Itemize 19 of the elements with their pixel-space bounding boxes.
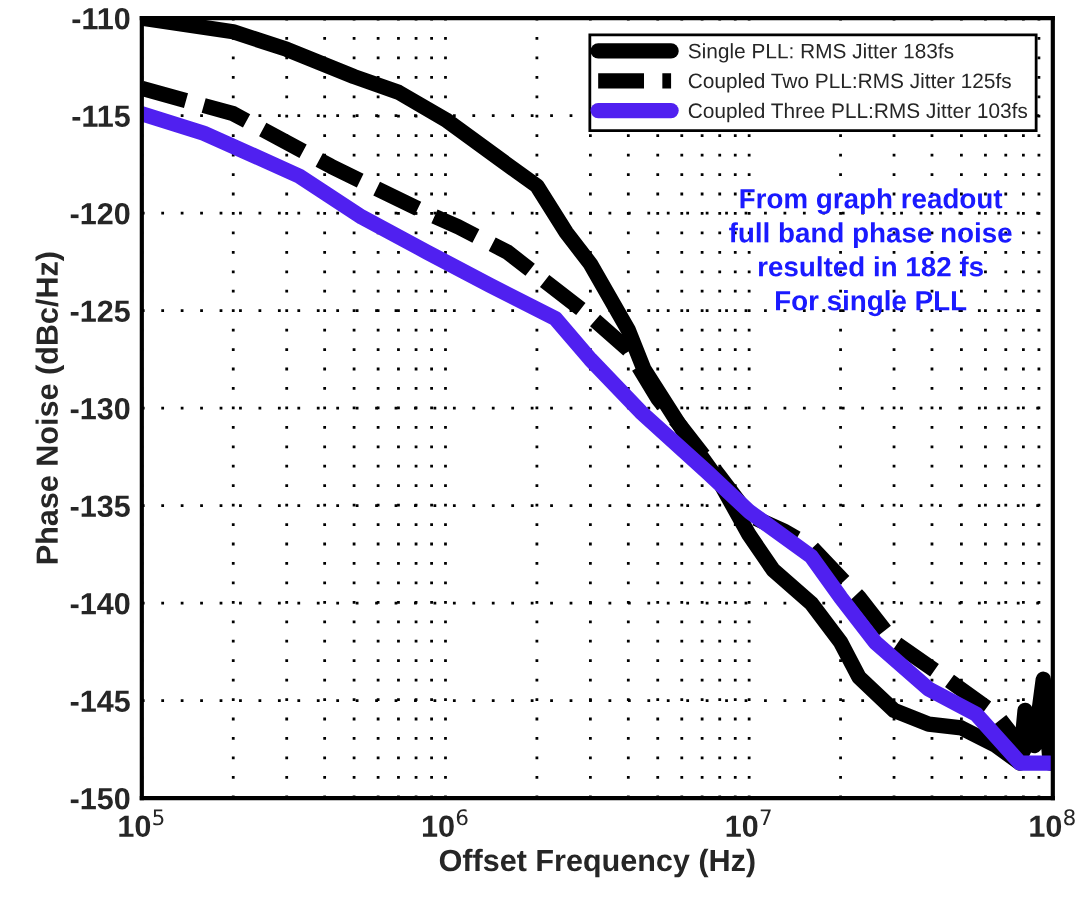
y-tick-label: -130 xyxy=(70,397,130,420)
x-axis-title: Offset Frequency (Hz) xyxy=(439,848,755,878)
x-tick-label: 10$^{7}$ xyxy=(726,809,771,838)
annotation: From graph readout full band phase noise resulted in 182 fs For single PLL xyxy=(729,188,1012,317)
y-tick-label: -140 xyxy=(70,592,130,615)
y-tick-label: -150 xyxy=(70,787,130,810)
y-tick-label: -110 xyxy=(72,7,130,30)
legend-label: Coupled Two PLL:RMS Jitter 125fs xyxy=(688,72,1011,93)
y-axis-title: Phase Noise (dBc/Hz) xyxy=(35,252,65,564)
legend-label: Single PLL: RMS Jitter 183fs xyxy=(688,43,954,63)
x-tick-label: 10$^{5}$ xyxy=(119,809,164,838)
x-tick-label: 10$^{8}$ xyxy=(1030,809,1075,838)
y-tick-label: -125 xyxy=(70,300,130,323)
y-tick-label: -120 xyxy=(70,202,130,225)
legend-label: Coupled Three PLL:RMS Jitter 103fs xyxy=(688,102,1028,123)
y-tick-label: -115 xyxy=(72,105,130,128)
y-tick-label: -135 xyxy=(70,495,130,518)
x-tick-label: 10$^{6}$ xyxy=(422,809,468,838)
y-tick-label: -145 xyxy=(70,690,130,713)
